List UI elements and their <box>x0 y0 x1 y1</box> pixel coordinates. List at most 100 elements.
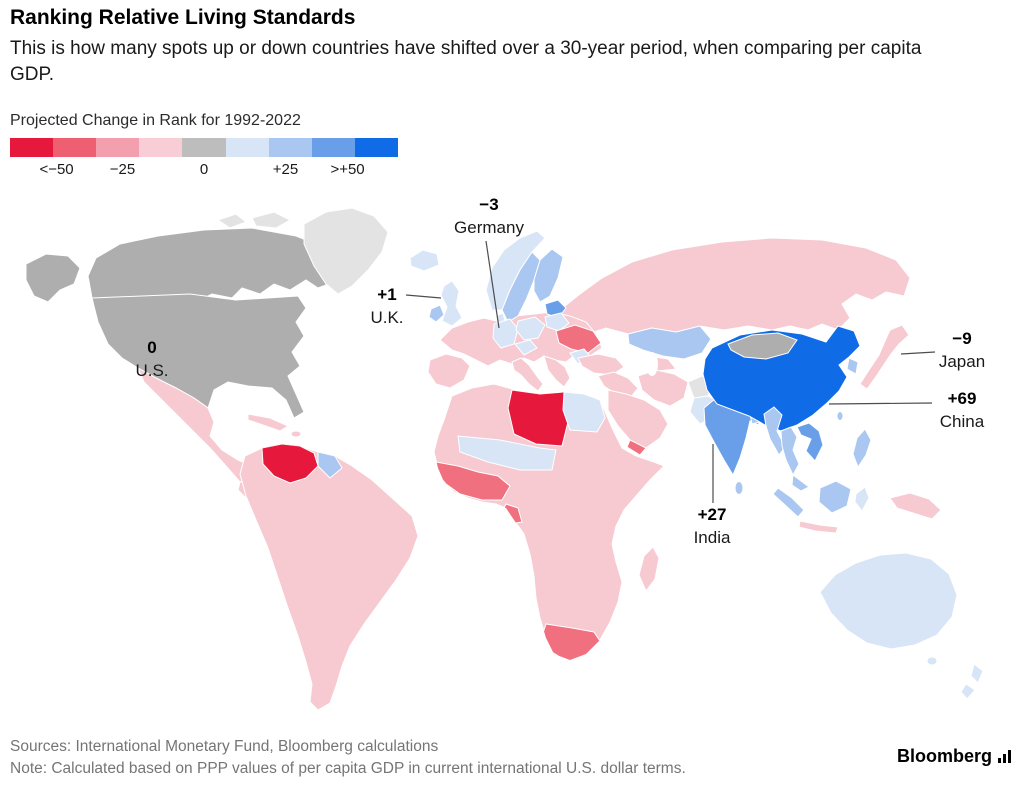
note-line: Note: Calculated based on PPP values of … <box>10 760 686 778</box>
annotation-value: −9 <box>952 329 971 348</box>
country-malaysia <box>791 474 810 492</box>
country-vietnam <box>796 422 824 462</box>
country-new-zealand <box>960 683 976 700</box>
legend-segment <box>182 138 226 157</box>
country-philippines <box>852 428 872 469</box>
country-greenland <box>303 207 389 295</box>
color-legend: Projected Change in Rank for 1992-2022 <… <box>10 112 430 181</box>
country-belarus <box>544 312 570 332</box>
country-finland <box>533 248 564 303</box>
country-south-america <box>239 443 419 711</box>
leader-line <box>900 351 936 355</box>
legend-tick: +25 <box>272 161 299 178</box>
island-new-guinea <box>889 492 942 520</box>
country-egypt <box>562 391 606 433</box>
country-hispaniola <box>290 430 302 438</box>
legend-segment <box>225 138 269 157</box>
country-spain-portugal <box>427 353 471 389</box>
country-sri-lanka <box>734 481 744 495</box>
island-java <box>798 520 839 534</box>
sources-line: Sources: International Monetary Fund, Bl… <box>10 738 439 755</box>
annotation-country: Germany <box>454 218 524 237</box>
annotation-country: U.K. <box>370 308 403 327</box>
annotation-china: +69 China <box>828 389 985 431</box>
chart-header: Ranking Relative Living Standards This i… <box>10 6 1010 87</box>
legend-tick-labels: <−50 −25 0 +25 >+50 <box>10 161 398 181</box>
region-levant-iraq <box>597 371 639 399</box>
annotation-germany: −3 Germany <box>454 195 524 329</box>
country-mongolia <box>727 332 798 360</box>
country-arctic-islands <box>216 213 247 229</box>
bloomberg-logo: Bloomberg <box>897 746 1012 767</box>
country-guyana <box>317 451 343 479</box>
legend-tick: <−50 <box>39 161 74 178</box>
bloomberg-wordmark: Bloomberg <box>896 746 992 766</box>
country-arctic-islands <box>251 211 292 229</box>
country-usa <box>91 293 307 419</box>
leader-line <box>828 402 933 405</box>
annotation-value: −3 <box>479 195 498 214</box>
country-poland <box>515 316 546 341</box>
country-iran <box>637 369 689 407</box>
legend-tick: 0 <box>199 161 209 178</box>
annotation-india: +27 India <box>694 444 731 547</box>
country-taiwan <box>836 411 844 421</box>
legend-color-bar <box>10 138 398 157</box>
country-turkey <box>577 353 625 376</box>
leader-line <box>405 294 442 299</box>
page-subtitle: This is how many spots up or down countr… <box>10 38 922 85</box>
country-south-korea <box>846 357 859 375</box>
world-map: 0 U.S. +1 U.K. −3 Germany −9 Japan +69 C… <box>25 195 985 711</box>
country-japan <box>859 324 910 390</box>
annotation-value: 0 <box>147 338 156 357</box>
annotation-uk: +1 U.K. <box>370 285 442 327</box>
country-ukraine <box>555 324 602 354</box>
annotation-japan: −9 Japan <box>900 329 985 371</box>
legend-segment <box>10 138 54 157</box>
legend-tick: >+50 <box>330 161 365 178</box>
annotation-us: 0 U.S. <box>135 338 168 380</box>
country-cuba <box>247 413 290 432</box>
legend-segment <box>268 138 312 157</box>
annotation-value: +69 <box>948 389 977 408</box>
country-ireland <box>428 304 445 323</box>
country-uk <box>440 280 463 327</box>
country-italy <box>511 357 544 392</box>
country-new-zealand <box>970 663 984 684</box>
country-libya <box>507 389 569 447</box>
annotation-value: +1 <box>377 285 396 304</box>
legend-segment <box>139 138 183 157</box>
annotation-country: U.S. <box>135 361 168 380</box>
annotation-country: India <box>694 528 731 547</box>
country-saudi-arabia <box>607 389 669 449</box>
legend-tick: −25 <box>109 161 136 178</box>
legend-segment <box>354 138 398 157</box>
country-iceland <box>409 249 440 272</box>
island-sulawesi <box>854 486 870 512</box>
legend-segment <box>311 138 355 157</box>
annotation-country: Japan <box>939 352 985 371</box>
caspian-sea <box>646 352 658 376</box>
footer: Sources: International Monetary Fund, Bl… <box>10 736 1014 781</box>
country-russia <box>559 237 911 335</box>
page-title: Ranking Relative Living Standards <box>10 6 356 29</box>
island-borneo <box>818 480 852 514</box>
country-venezuela <box>261 444 319 484</box>
country-canada <box>87 227 341 301</box>
annotation-country: China <box>940 412 985 431</box>
island-sumatra <box>772 487 805 518</box>
legend-segment <box>96 138 140 157</box>
world-map-container: 0 U.S. +1 U.K. −3 Germany −9 Japan +69 C… <box>0 188 1024 740</box>
country-kazakhstan <box>627 325 712 360</box>
country-madagascar <box>638 546 660 592</box>
chart-bars-icon <box>998 750 1011 763</box>
leader-line <box>485 240 500 329</box>
region-sahel <box>457 435 557 471</box>
island-tasmania <box>926 656 938 666</box>
legend-title: Projected Change in Rank for 1992-2022 <box>10 112 301 129</box>
country-australia <box>819 552 958 650</box>
country-alaska <box>25 253 81 303</box>
region-balkans <box>543 355 571 388</box>
annotation-value: +27 <box>698 505 727 524</box>
country-yemen <box>626 439 647 456</box>
